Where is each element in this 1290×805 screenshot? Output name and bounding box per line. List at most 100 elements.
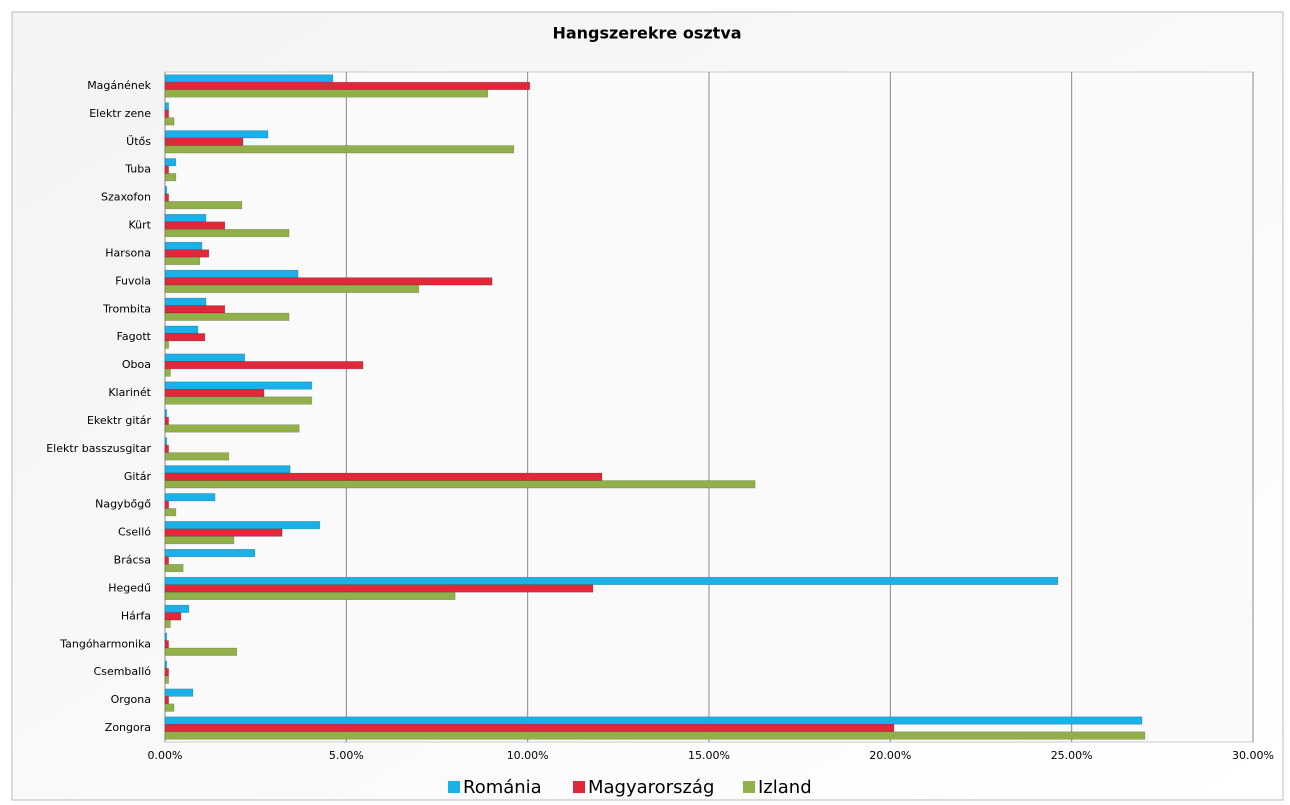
- bar: [164, 173, 177, 182]
- y-tick-label: Fagott: [117, 330, 152, 343]
- bar: [164, 102, 169, 111]
- bar: [164, 228, 290, 238]
- bar: [164, 284, 420, 293]
- bar: [164, 472, 603, 481]
- bar: [164, 619, 171, 628]
- legend-swatch: [743, 781, 755, 793]
- y-tick-label: Cselló: [118, 526, 151, 539]
- bar: [164, 591, 456, 601]
- bar: [164, 480, 756, 489]
- bar: [164, 563, 184, 573]
- y-tick-label: Hegedű: [108, 581, 151, 594]
- bar: [164, 528, 283, 537]
- bar: [164, 647, 238, 656]
- y-tick-label: Harsona: [105, 246, 151, 259]
- bar: [164, 731, 1146, 740]
- bar: [164, 201, 243, 210]
- bar: [164, 361, 364, 370]
- bar: [164, 556, 169, 565]
- y-tick-label: Klarinét: [108, 386, 151, 399]
- y-tick-label: Szaxofon: [101, 191, 151, 204]
- bar: [164, 117, 175, 126]
- bar: [164, 696, 169, 705]
- bar: [164, 305, 226, 314]
- bar: [164, 604, 190, 613]
- bar: [164, 137, 244, 146]
- bar: [164, 312, 290, 321]
- y-tick-label: Trombita: [102, 302, 151, 315]
- y-tick-label: Fuvola: [115, 274, 151, 287]
- x-tick-label: 30.00%: [1232, 749, 1274, 762]
- bar: [164, 452, 230, 461]
- bar: [164, 612, 182, 621]
- bar: [164, 297, 207, 306]
- y-tick-label: Elektr zene: [89, 107, 151, 120]
- y-tick-label: Tuba: [124, 163, 151, 176]
- legend-label: Izland: [758, 777, 812, 798]
- bar: [164, 381, 313, 390]
- y-tick-label: Kürt: [129, 219, 152, 232]
- bar: [164, 640, 169, 649]
- y-tick-label: Brácsa: [114, 554, 151, 567]
- bar: [164, 333, 206, 342]
- bar: [164, 249, 210, 258]
- bar: [164, 660, 168, 669]
- bar: [164, 723, 895, 733]
- chart-title: Hangszerekre osztva: [552, 24, 741, 43]
- y-tick-label: Nagybőgő: [95, 498, 151, 511]
- x-tick-label: 25.00%: [1051, 749, 1093, 762]
- bar: [164, 325, 199, 334]
- bar: [164, 145, 515, 154]
- bar: [164, 465, 291, 474]
- bar: [164, 241, 203, 251]
- bar: [164, 396, 313, 405]
- x-tick-label: 5.00%: [329, 749, 364, 762]
- y-tick-label: Hárfa: [121, 609, 151, 622]
- bar: [164, 81, 531, 91]
- bar: [164, 409, 168, 418]
- y-tick-label: Oboa: [122, 358, 151, 371]
- y-tick-label: Gitár: [124, 470, 152, 483]
- bar: [164, 130, 269, 139]
- bar: [164, 221, 226, 230]
- bar: [164, 493, 216, 502]
- x-tick-label: 15.00%: [688, 749, 730, 762]
- bar: [164, 256, 201, 266]
- bar: [164, 703, 175, 712]
- x-tick-label: 10.00%: [507, 749, 549, 762]
- y-tick-label: Magánének: [87, 79, 151, 92]
- bar: [164, 368, 171, 377]
- bar: [164, 388, 265, 398]
- bar: [164, 668, 169, 677]
- bar: [164, 269, 299, 278]
- bar: [164, 353, 246, 362]
- bar: [164, 424, 300, 433]
- y-tick-label: Orgona: [111, 693, 151, 706]
- bar: [164, 716, 1143, 725]
- bar: [164, 548, 256, 558]
- bar: [164, 213, 207, 223]
- y-tick-label: Csemballó: [94, 665, 152, 678]
- bar: [164, 444, 169, 453]
- bar: [164, 89, 489, 98]
- x-tick-label: 20.00%: [869, 749, 911, 762]
- legend-swatch: [448, 781, 460, 793]
- bar: [164, 165, 169, 174]
- bar: [164, 688, 194, 697]
- bar: [164, 437, 168, 446]
- bar: [164, 340, 169, 349]
- y-tick-label: Elektr basszusgitar: [46, 442, 151, 455]
- x-tick-label: 0.00%: [148, 749, 183, 762]
- bar: [164, 675, 169, 684]
- legend-label: Románia: [463, 777, 542, 798]
- bar: [164, 74, 334, 83]
- bar: [164, 584, 594, 593]
- bar: [164, 521, 321, 530]
- bar: [164, 500, 169, 509]
- bar: [164, 416, 169, 426]
- bar: [164, 186, 168, 195]
- bar: [164, 576, 1059, 586]
- bar: [164, 536, 235, 545]
- bar: [164, 508, 177, 517]
